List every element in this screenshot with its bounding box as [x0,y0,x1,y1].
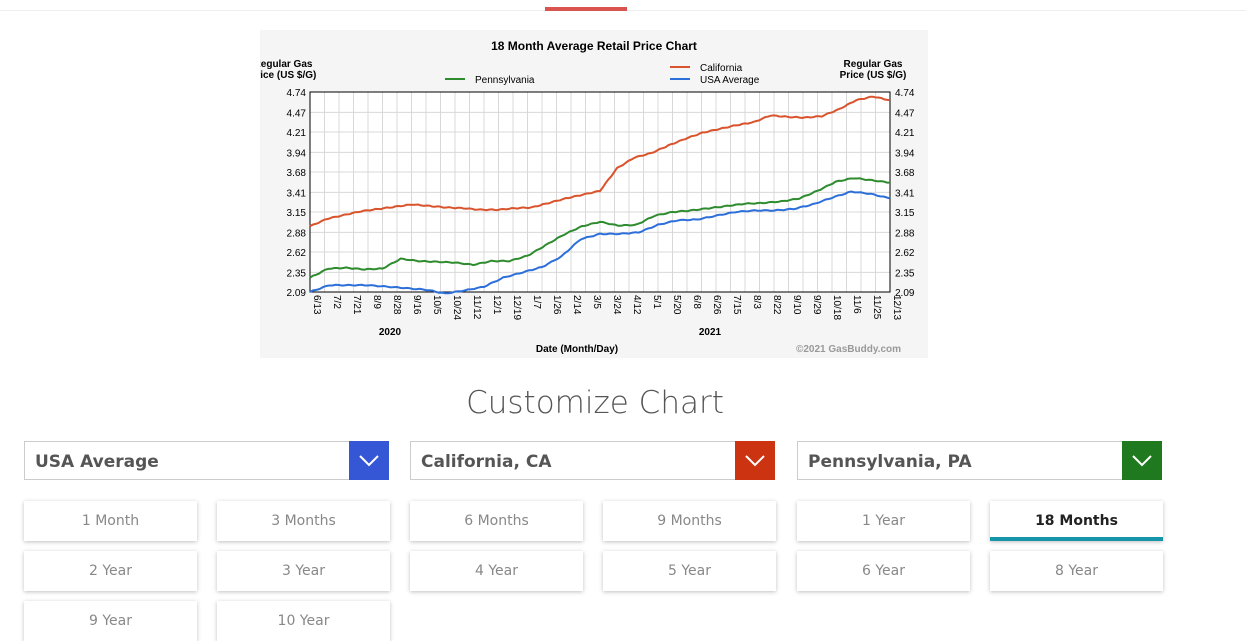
select-usa-average[interactable]: USA Average [24,441,389,480]
x-tick-label: 9/29 [811,295,822,315]
x-tick-label: 11/25 [871,295,882,320]
legend-label: California [700,63,743,74]
range-6-year[interactable]: 6 Year [797,551,970,591]
y-tick-label-right: 3.41 [895,188,915,199]
y-tick-label-left: 2.62 [287,248,307,259]
y-tick-label-right: 4.74 [895,88,915,99]
x-tick-label: 10/24 [451,295,462,320]
x-tick-label: 9/10 [791,295,802,315]
y-tick-label-right: 2.35 [895,268,915,279]
chevron-down-icon[interactable] [735,441,775,480]
range-8-year[interactable]: 8 Year [990,551,1163,591]
plot-border [309,91,891,293]
y-tick-label-left: 3.68 [287,168,307,179]
x-tick-label: 9/16 [411,295,422,315]
chart-title: 18 Month Average Retail Price Chart [491,39,697,53]
select-california[interactable]: California, CA [410,441,775,480]
x-tick-label: 11/12 [471,295,482,320]
x-tick-label: 10/18 [831,295,842,320]
legend-label: USA Average [700,75,760,86]
select-label: USA Average [35,452,159,472]
y-tick-label-left: 3.94 [287,148,307,159]
y-tick-label-left: 2.09 [287,288,307,299]
select-label: California, CA [421,452,552,472]
range-3-year[interactable]: 3 Year [217,551,390,591]
x-tick-label: 7/2 [331,295,342,309]
y-tick-label-left: 4.74 [287,88,307,99]
x-tick-label: 8/3 [751,295,762,309]
x-tick-label: 3/5 [591,295,602,309]
range-4-year[interactable]: 4 Year [410,551,583,591]
x-tick-label: 1/7 [531,295,542,309]
chevron-down-icon[interactable] [1122,441,1162,480]
x-tick-label: 7/15 [731,295,742,315]
y-tick-label-right: 3.15 [895,208,915,219]
range-1-year[interactable]: 1 Year [797,501,970,541]
select-label: Pennsylvania, PA [808,452,972,472]
customize-chart-heading: Customize Chart [466,385,724,421]
x-axis-label: Date (Month/Day) [536,344,618,355]
y-tick-label-right: 2.09 [895,288,915,299]
y-tick-label-left: 3.15 [287,208,307,219]
active-tab-indicator [545,7,627,11]
series-line-california [309,95,891,228]
x-tick-label: 12/13 [891,295,902,320]
price-chart-svg: 4.74 4.74 4.47 4.47 4.21 4.21 3.94 3.94 3.68 3.68… [260,39,915,355]
y-tick-label-right: 4.47 [895,108,915,119]
x-tick-label: 6/13 [311,295,322,315]
y-tick-label-right: 3.68 [895,168,915,179]
x-tick-label: 1/26 [551,295,562,315]
range-1-month[interactable]: 1 Month [24,501,197,541]
y-axis-label-right-line2: Price (US $/G) [840,70,907,81]
y-tick-label-right: 3.94 [895,148,915,159]
x-tick-label: 10/5 [431,295,442,315]
y-tick-label-left: 2.35 [287,268,307,279]
range-10-year[interactable]: 10 Year [217,601,390,641]
y-tick-label-right: 2.88 [895,228,915,239]
y-axis-label-left-line1: Regular Gas [260,59,313,70]
y-tick-label-left: 2.88 [287,228,307,239]
x-tick-label: 11/6 [851,295,862,314]
range-3-months[interactable]: 3 Months [217,501,390,541]
range-9-months[interactable]: 9 Months [603,501,776,541]
x-tick-label: 8/28 [391,295,402,315]
range-18-months[interactable]: 18 Months [990,501,1163,541]
x-tick-label: 12/19 [511,295,522,320]
chart-credit: ©2021 GasBuddy.com [796,344,901,355]
range-2-year[interactable]: 2 Year [24,551,197,591]
series-line-usa-average [309,190,891,295]
year-label: 2020 [379,327,402,338]
select-pennsylvania[interactable]: Pennsylvania, PA [797,441,1162,480]
x-tick-label: 7/21 [351,295,362,315]
x-tick-label: 12/1 [491,295,502,315]
y-tick-label-right: 2.62 [895,248,915,259]
series-line-pennsylvania [309,177,890,279]
year-label: 2021 [699,327,722,338]
price-chart: 4.74 4.74 4.47 4.47 4.21 4.21 3.94 3.94 3.68 3.68… [260,30,928,358]
range-6-months[interactable]: 6 Months [410,501,583,541]
x-tick-label: 4/12 [631,295,642,315]
x-tick-label: 6/8 [691,295,702,309]
y-tick-label-left: 3.41 [287,188,307,199]
range-5-year[interactable]: 5 Year [603,551,776,591]
y-tick-label-left: 4.21 [287,128,307,139]
range-9-year[interactable]: 9 Year [24,601,197,641]
x-tick-label: 8/22 [771,295,782,315]
x-tick-label: 6/26 [711,295,722,315]
y-tick-label-left: 4.47 [287,108,307,119]
x-tick-label: 5/20 [671,295,682,315]
x-tick-label: 8/9 [371,295,382,309]
x-tick-label: 2/14 [571,295,582,315]
y-axis-label-left-line2: Price (US $/G) [260,70,316,81]
y-axis-label-right-line1: Regular Gas [844,59,903,70]
y-tick-label-right: 4.21 [895,128,915,139]
chevron-down-icon[interactable] [349,441,389,480]
x-tick-label: 5/1 [651,295,662,309]
legend-label: Pennsylvania [475,75,535,86]
x-tick-label: 3/24 [611,295,622,315]
